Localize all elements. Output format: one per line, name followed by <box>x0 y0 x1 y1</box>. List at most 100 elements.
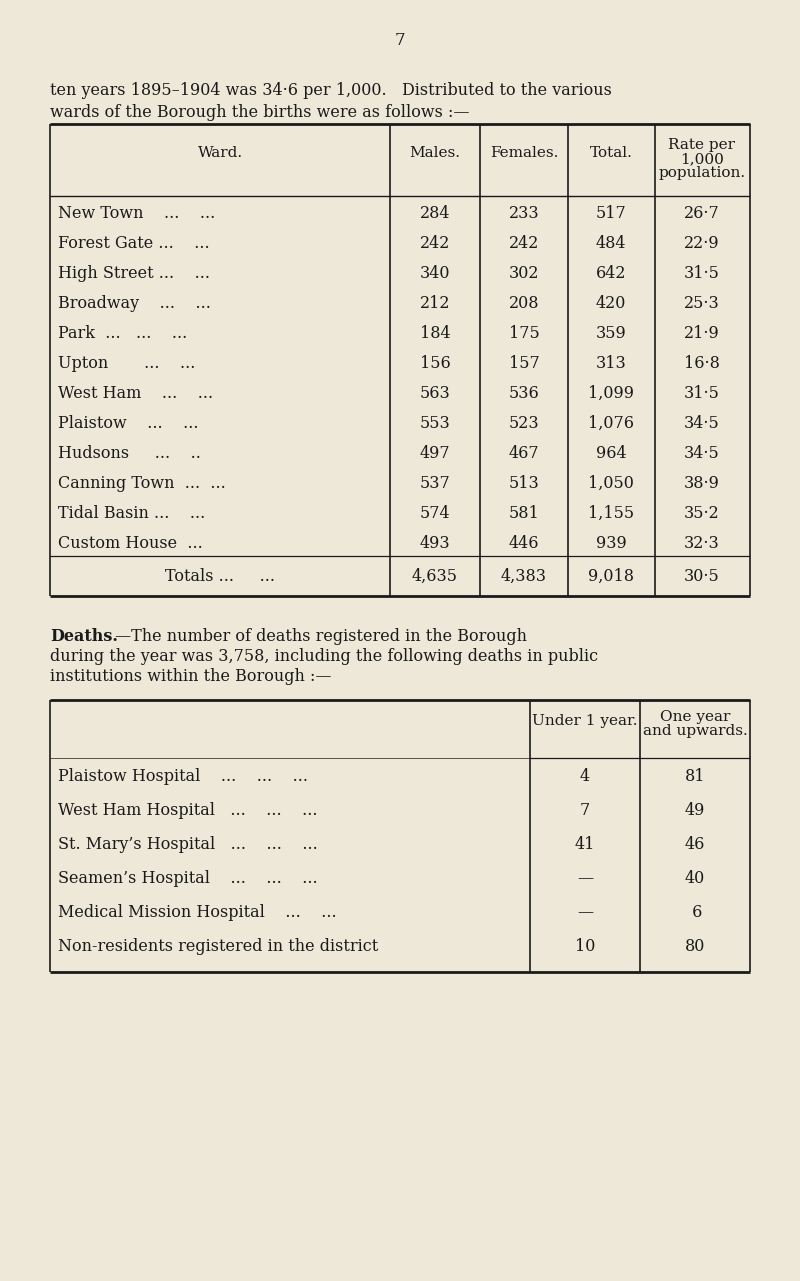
Text: Custom House  ...: Custom House ... <box>58 535 202 552</box>
Text: 21·9: 21·9 <box>684 325 720 342</box>
Text: 523: 523 <box>509 415 539 432</box>
Text: 31·5: 31·5 <box>684 386 720 402</box>
Text: 26·7: 26·7 <box>684 205 720 222</box>
Text: 563: 563 <box>420 386 450 402</box>
Text: Broadway    ...    ...: Broadway ... ... <box>58 295 211 313</box>
Text: One year: One year <box>660 710 730 724</box>
Text: High Street ...    ...: High Street ... ... <box>58 265 210 282</box>
Text: 208: 208 <box>509 295 539 313</box>
Text: Upton       ...    ...: Upton ... ... <box>58 355 195 371</box>
Text: —The number of deaths registered in the Borough: —The number of deaths registered in the … <box>115 628 527 646</box>
Text: 1,155: 1,155 <box>588 505 634 521</box>
Text: St. Mary’s Hospital   ...    ...    ...: St. Mary’s Hospital ... ... ... <box>58 836 318 853</box>
Text: West Ham    ...    ...: West Ham ... ... <box>58 386 213 402</box>
Text: Tidal Basin ...    ...: Tidal Basin ... ... <box>58 505 206 521</box>
Text: New Town    ...    ...: New Town ... ... <box>58 205 215 222</box>
Text: 30·5: 30·5 <box>684 567 720 585</box>
Text: 242: 242 <box>420 234 450 252</box>
Text: 497: 497 <box>420 445 450 462</box>
Text: 49: 49 <box>685 802 705 819</box>
Text: 446: 446 <box>509 535 539 552</box>
Text: 157: 157 <box>509 355 539 371</box>
Text: Medical Mission Hospital    ...    ...: Medical Mission Hospital ... ... <box>58 904 337 921</box>
Text: 10: 10 <box>575 938 595 956</box>
Text: 467: 467 <box>509 445 539 462</box>
Text: —: — <box>577 904 593 921</box>
Text: 4,383: 4,383 <box>501 567 547 585</box>
Text: 420: 420 <box>596 295 626 313</box>
Text: 46: 46 <box>685 836 705 853</box>
Text: 32·3: 32·3 <box>684 535 720 552</box>
Text: 212: 212 <box>420 295 450 313</box>
Text: Total.: Total. <box>590 146 633 160</box>
Text: Non-residents registered in the district: Non-residents registered in the district <box>58 938 378 956</box>
Text: 25·3: 25·3 <box>684 295 720 313</box>
Text: 242: 242 <box>509 234 539 252</box>
Text: 34·5: 34·5 <box>684 445 720 462</box>
Text: during the year was 3,758, including the following deaths in public: during the year was 3,758, including the… <box>50 648 598 665</box>
Text: 4: 4 <box>580 769 590 785</box>
Text: population.: population. <box>658 167 746 181</box>
Text: 964: 964 <box>596 445 626 462</box>
Text: 493: 493 <box>420 535 450 552</box>
Text: 302: 302 <box>509 265 539 282</box>
Text: 313: 313 <box>596 355 626 371</box>
Text: 359: 359 <box>596 325 626 342</box>
Text: 233: 233 <box>509 205 539 222</box>
Text: Deaths.: Deaths. <box>50 628 118 646</box>
Text: Hudsons     ...    ..: Hudsons ... .. <box>58 445 201 462</box>
Text: 31·5: 31·5 <box>684 265 720 282</box>
Text: 537: 537 <box>420 475 450 492</box>
Text: and upwards.: and upwards. <box>642 724 747 738</box>
Text: Under 1 year.: Under 1 year. <box>532 714 638 728</box>
Text: 553: 553 <box>420 415 450 432</box>
Text: 156: 156 <box>420 355 450 371</box>
Text: 517: 517 <box>596 205 626 222</box>
Text: 35·2: 35·2 <box>684 505 720 521</box>
Text: 1,076: 1,076 <box>588 415 634 432</box>
Text: Females.: Females. <box>490 146 558 160</box>
Text: Seamen’s Hospital    ...    ...    ...: Seamen’s Hospital ... ... ... <box>58 870 318 886</box>
Text: 574: 574 <box>420 505 450 521</box>
Text: Forest Gate ...    ...: Forest Gate ... ... <box>58 234 210 252</box>
Text: 340: 340 <box>420 265 450 282</box>
Text: 184: 184 <box>420 325 450 342</box>
Text: 1,099: 1,099 <box>588 386 634 402</box>
Text: ten years 1895–1904 was 34·6 per 1,000.   Distributed to the various: ten years 1895–1904 was 34·6 per 1,000. … <box>50 82 612 99</box>
Text: 40: 40 <box>685 870 705 886</box>
Text: 41: 41 <box>575 836 595 853</box>
Text: Ward.: Ward. <box>198 146 242 160</box>
Text: 1,000: 1,000 <box>680 152 724 167</box>
Text: 81: 81 <box>685 769 706 785</box>
Text: 16·8: 16·8 <box>684 355 720 371</box>
Text: institutions within the Borough :—: institutions within the Borough :— <box>50 667 331 685</box>
Text: 939: 939 <box>596 535 626 552</box>
Text: 536: 536 <box>509 386 539 402</box>
Text: Totals ...     ...: Totals ... ... <box>165 567 275 585</box>
Text: 34·5: 34·5 <box>684 415 720 432</box>
Text: West Ham Hospital   ...    ...    ...: West Ham Hospital ... ... ... <box>58 802 318 819</box>
Text: 80: 80 <box>685 938 705 956</box>
Text: 513: 513 <box>509 475 539 492</box>
Text: Plaistow    ...    ...: Plaistow ... ... <box>58 415 198 432</box>
Text: Park  ...   ...    ...: Park ... ... ... <box>58 325 187 342</box>
Text: 38·9: 38·9 <box>684 475 720 492</box>
Text: 4,635: 4,635 <box>412 567 458 585</box>
Text: Plaistow Hospital    ...    ...    ...: Plaistow Hospital ... ... ... <box>58 769 308 785</box>
Text: 7: 7 <box>580 802 590 819</box>
Text: —: — <box>577 870 593 886</box>
Text: 6: 6 <box>687 904 702 921</box>
Text: 9,018: 9,018 <box>588 567 634 585</box>
Text: Males.: Males. <box>410 146 461 160</box>
Text: 581: 581 <box>509 505 539 521</box>
Text: Rate per: Rate per <box>669 138 735 152</box>
Text: 642: 642 <box>596 265 626 282</box>
Text: Canning Town  ...  ...: Canning Town ... ... <box>58 475 226 492</box>
Text: 7: 7 <box>394 32 406 49</box>
Text: wards of the Borough the births were as follows :—: wards of the Borough the births were as … <box>50 104 470 120</box>
Text: 284: 284 <box>420 205 450 222</box>
Text: 175: 175 <box>509 325 539 342</box>
Text: 22·9: 22·9 <box>684 234 720 252</box>
Text: 484: 484 <box>596 234 626 252</box>
Text: 1,050: 1,050 <box>588 475 634 492</box>
